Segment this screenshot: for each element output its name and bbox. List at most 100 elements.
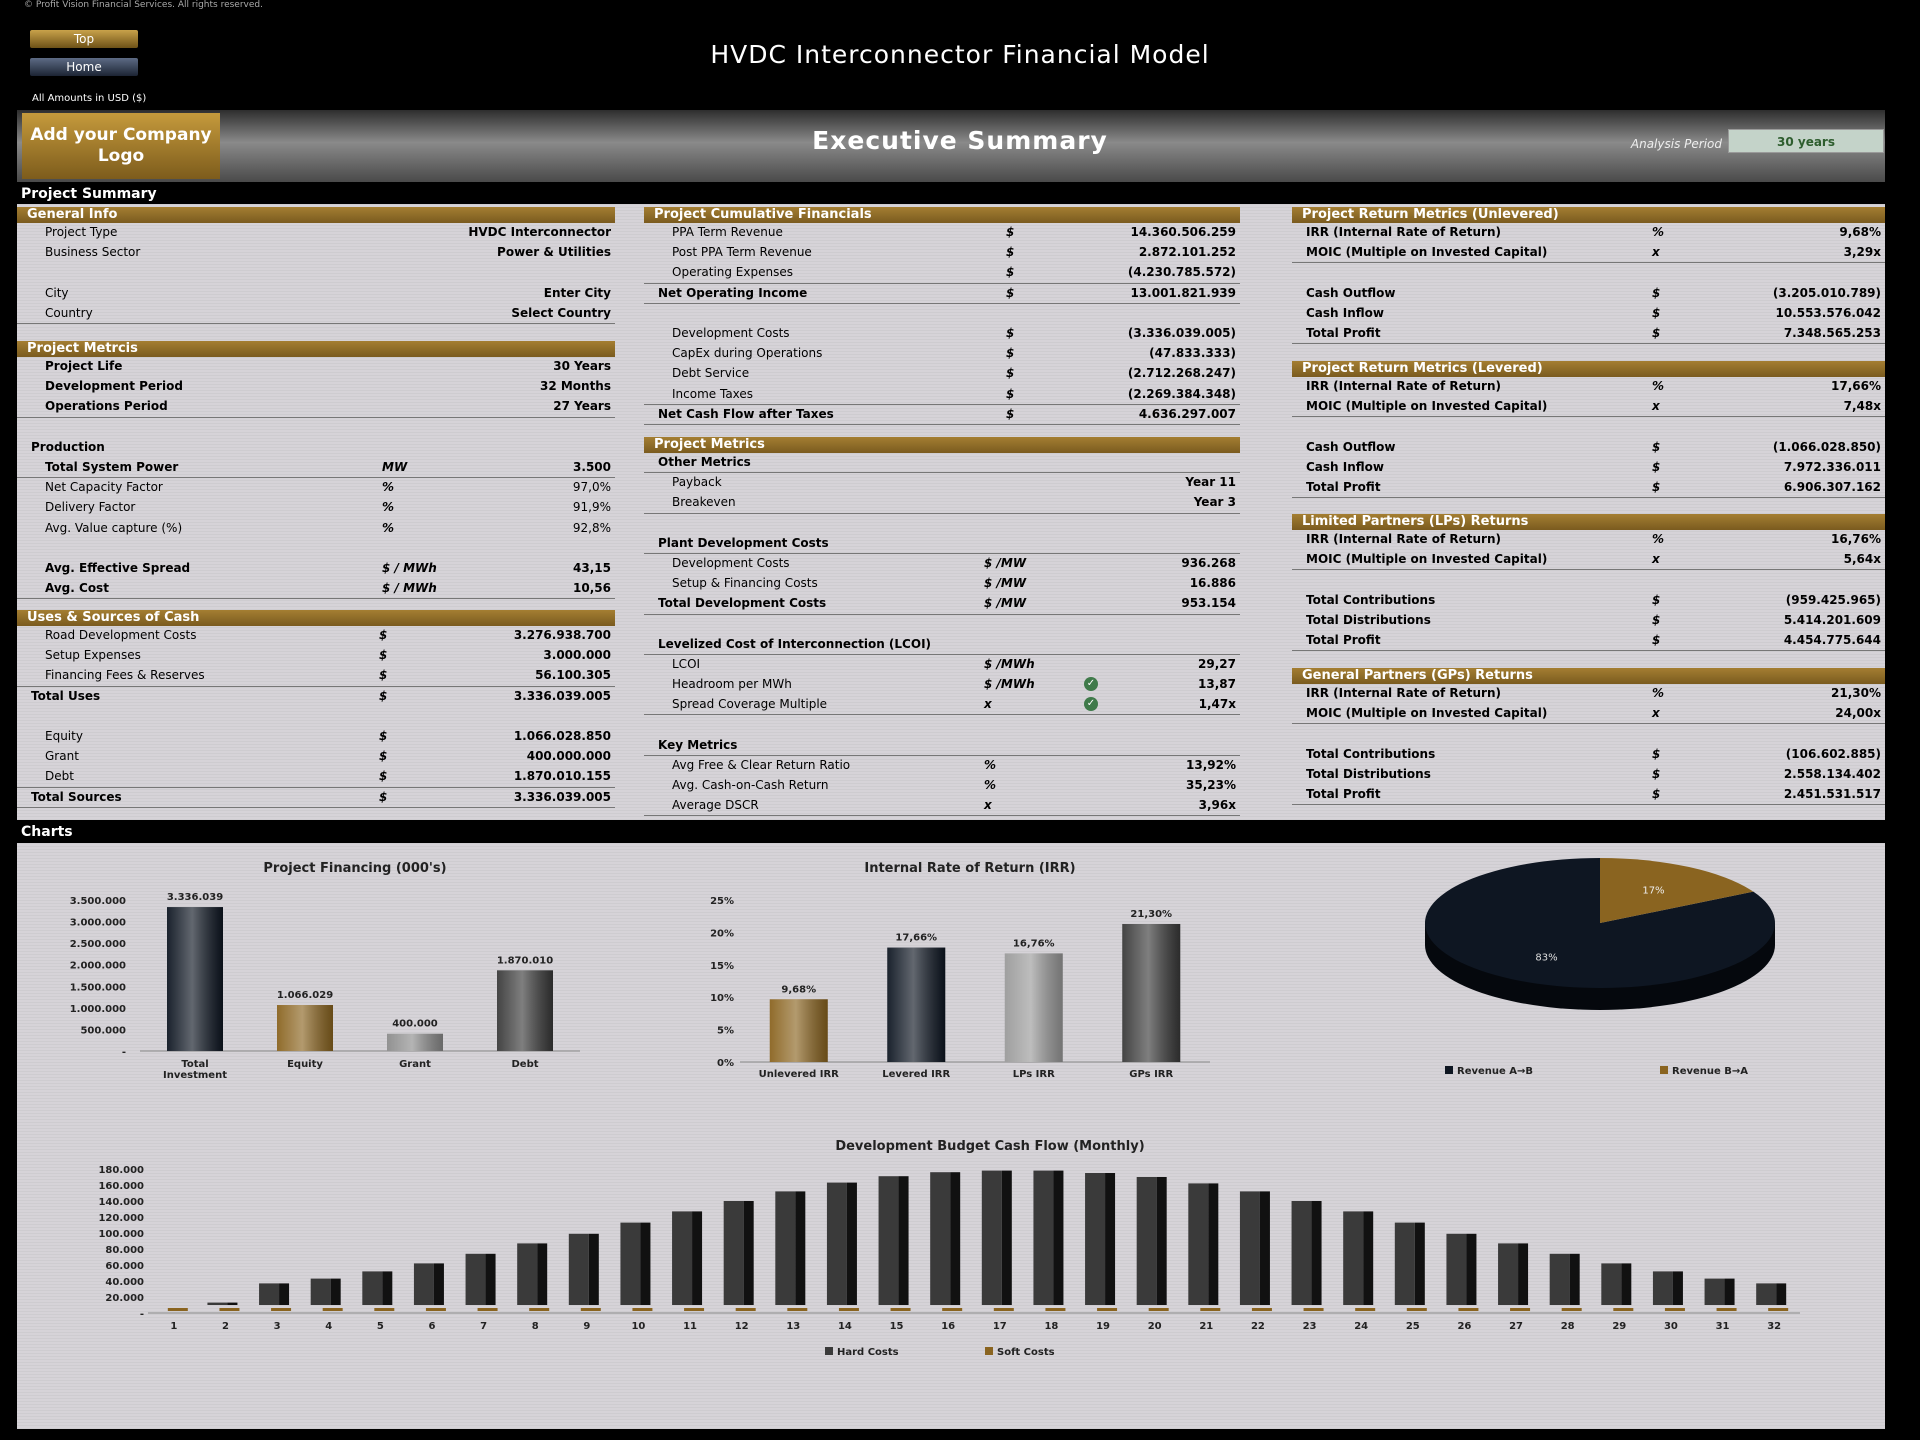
row-value: 1,47x: [1198, 697, 1236, 712]
hard-cost-bar-side: [1363, 1211, 1374, 1305]
block-header: Project Metrcis: [17, 341, 615, 357]
y-tick-label: 3.500.000: [70, 896, 126, 907]
row-unit: %: [984, 778, 997, 792]
bar-shine: [277, 1005, 333, 1051]
data-label: 400.000: [392, 1019, 438, 1030]
table-row: Operating Expenses $ (4.230.785.572): [644, 263, 1240, 284]
row-value: 13,87: [1198, 677, 1236, 692]
hard-cost-bar-side: [1156, 1177, 1167, 1305]
table-row: Net Capacity Factor% 97,0%: [17, 478, 615, 498]
x-tick-label: 15: [890, 1321, 904, 1332]
table-row: [1292, 724, 1885, 744]
row-value: 1.870.010.155: [513, 769, 611, 784]
table-row: Payback Year 11: [644, 473, 1240, 493]
row-unit: $: [1006, 366, 1015, 381]
x-tick-label: 27: [1509, 1321, 1523, 1332]
analysis-period-value[interactable]: 30 years: [1728, 129, 1884, 153]
table-row: Average DSCR x 3,96x: [644, 796, 1240, 817]
hard-cost-bar: [981, 1170, 1002, 1305]
hard-cost-bar: [1446, 1233, 1467, 1305]
row-label: Avg. Cash-on-Cash Return: [672, 778, 829, 792]
hard-cost-bar: [517, 1243, 538, 1305]
soft-cost-bar: [787, 1308, 808, 1311]
table-row: [1292, 417, 1885, 437]
hard-cost-bar-side: [1776, 1283, 1787, 1305]
x-tick-label: 11: [683, 1321, 697, 1332]
top-button[interactable]: Top: [30, 30, 138, 48]
company-logo-placeholder[interactable]: Add your Company Logo: [22, 113, 220, 179]
row-unit: $: [379, 728, 388, 743]
row-label: Plant Development Costs: [658, 535, 829, 550]
hard-cost-bar: [1756, 1283, 1777, 1305]
row-label: Total Uses: [31, 688, 101, 703]
executive-summary-title: Executive Summary: [812, 126, 1108, 155]
row-label: Total Sources: [31, 789, 122, 804]
table-row: Avg. Cash-on-Cash Return% 35,23%: [644, 776, 1240, 796]
bar-shine: [1122, 923, 1181, 1062]
pie-data-label: 17%: [1642, 885, 1664, 896]
soft-cost-bar: [838, 1308, 859, 1311]
hard-cost-bar-side: [588, 1233, 599, 1305]
row-unit: %: [382, 520, 395, 535]
hard-cost-bar: [1188, 1183, 1209, 1305]
row-value[interactable]: Select Country: [511, 305, 611, 320]
home-button[interactable]: Home: [30, 58, 138, 76]
legend-label: Revenue A→B: [1457, 1066, 1533, 1077]
x-tick-label: 17: [993, 1321, 1007, 1332]
hard-cost-bar-side: [382, 1271, 393, 1305]
x-tick-label: 14: [838, 1321, 852, 1332]
soft-cost-bar: [1458, 1308, 1479, 1311]
row-value: 3.336.039.005: [513, 688, 611, 703]
row-unit: %: [984, 757, 997, 772]
hard-cost-bar-side: [1569, 1253, 1580, 1305]
data-label: 21,30%: [1130, 909, 1172, 920]
row-label: MOIC (Multiple on Invested Capital): [1306, 706, 1548, 721]
soft-cost-bar: [1148, 1308, 1169, 1311]
hard-cost-bar: [1498, 1243, 1519, 1305]
table-row: Other Metrics: [644, 453, 1240, 474]
row-unit: %: [1652, 225, 1665, 239]
row-label: MOIC (Multiple on Invested Capital): [1306, 245, 1548, 260]
table-row: Debt Service $ (2.712.268.247): [644, 364, 1240, 384]
table-row: Operations Period 27 Years: [17, 397, 615, 418]
row-label: Headroom per MWh: [672, 677, 792, 692]
x-tick-label: 10: [631, 1321, 645, 1332]
model-title: HVDC Interconnector Financial Model: [710, 40, 1210, 69]
hard-cost-bar: [1704, 1278, 1725, 1305]
row-label: Avg. Effective Spread: [45, 560, 191, 575]
hard-cost-bar: [1033, 1170, 1054, 1305]
soft-cost-bar: [1355, 1308, 1376, 1311]
row-label: Project Type: [45, 225, 118, 239]
hard-cost-bar: [878, 1176, 899, 1305]
row-value: 29,27: [1198, 656, 1236, 671]
table-row: IRR (Internal Rate of Return)% 9,68%: [1292, 223, 1885, 243]
row-unit: x: [984, 798, 992, 813]
row-label: MOIC (Multiple on Invested Capital): [1306, 399, 1548, 414]
row-label: Payback: [672, 475, 722, 490]
project-summary-panel: [17, 204, 1885, 820]
row-unit: $: [1006, 225, 1015, 239]
table-row: Total Profit $7.348.565.253: [1292, 324, 1885, 345]
y-tick-label: 60.000: [105, 1261, 144, 1272]
soft-cost-bar: [993, 1308, 1014, 1311]
row-unit: $: [1652, 632, 1661, 647]
table-row: MOIC (Multiple on Invested Capital) x 24,0…: [1292, 704, 1885, 725]
hard-cost-bar: [310, 1278, 331, 1305]
table-row: MOIC (Multiple on Invested Capital) x 5,64…: [1292, 550, 1885, 571]
row-label: Total Distributions: [1306, 612, 1431, 627]
row-unit: $: [1652, 459, 1661, 474]
x-tick-label: Total: [181, 1059, 208, 1070]
table-row: Development Costs $ (3.336.039.005): [644, 324, 1240, 344]
soft-cost-bar: [271, 1308, 292, 1311]
row-value: 4.454.775.644: [1783, 632, 1881, 647]
pie-data-label: 83%: [1535, 953, 1557, 964]
bar-shine: [387, 1033, 443, 1051]
summary-banner: [17, 110, 1885, 182]
row-value: (4.230.785.572): [1127, 265, 1236, 280]
row-value[interactable]: Enter City: [543, 285, 611, 300]
row-label: Net Operating Income: [658, 285, 808, 300]
table-row: Cash Inflow $7.972.336.011: [1292, 458, 1885, 478]
hard-cost-bar-side: [795, 1191, 806, 1305]
hard-cost-bar: [723, 1201, 744, 1305]
row-value: 35,23%: [1186, 778, 1236, 792]
